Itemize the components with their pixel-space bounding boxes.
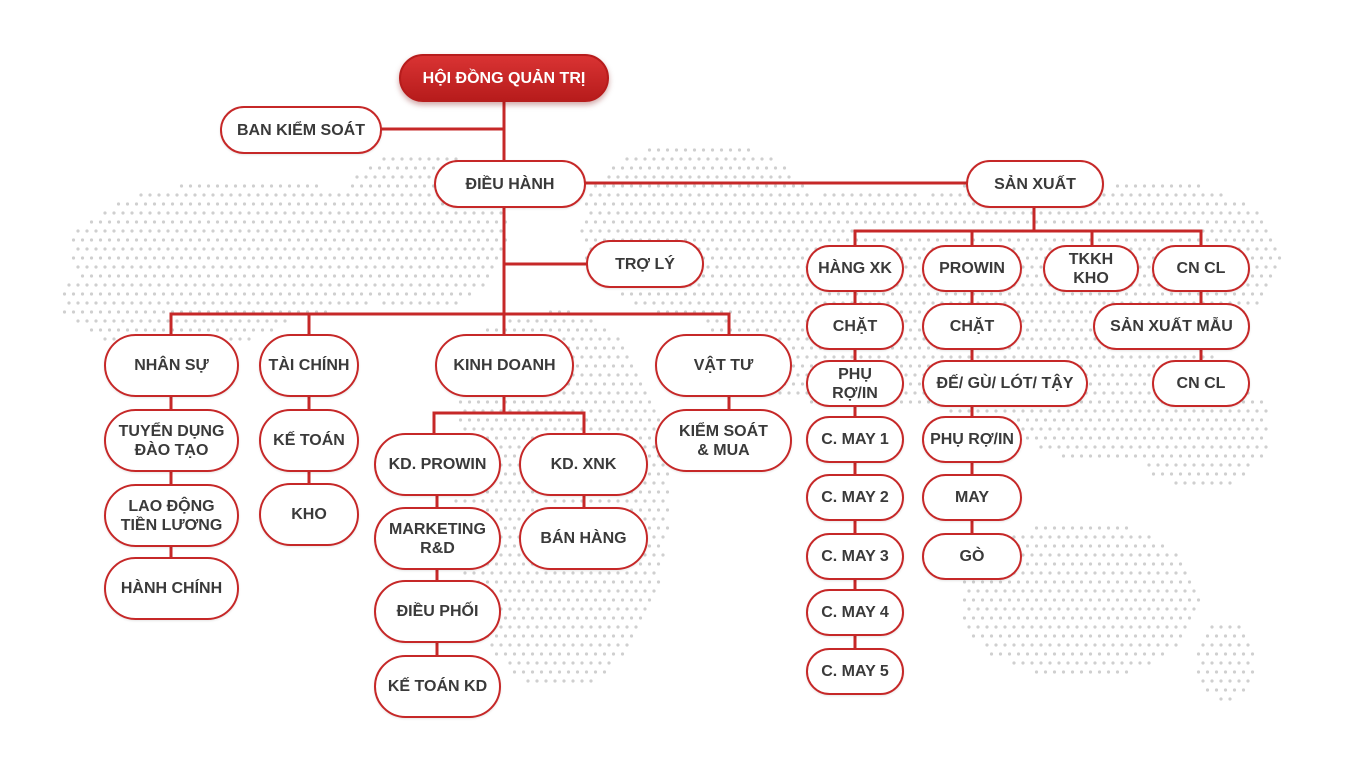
- node-kho: KHO: [259, 483, 359, 546]
- node-kinh-doanh: KINH DOANH: [435, 334, 574, 397]
- node-hang-xk: HÀNG XK: [806, 245, 904, 292]
- node-c-may-2: C. MAY 2: [806, 474, 904, 521]
- node-tai-chinh: TÀI CHÍNH: [259, 334, 359, 397]
- node-san-xuat-mau: SẢN XUẤT MẪU: [1093, 303, 1250, 350]
- node-dieu-hanh: ĐIỀU HÀNH: [434, 160, 586, 208]
- node-c-may-4: C. MAY 4: [806, 589, 904, 636]
- node-may: MAY: [922, 474, 1022, 521]
- node-kd-prowin: KD. PROWIN: [374, 433, 501, 496]
- node-ke-toan-kd: KẾ TOÁN KD: [374, 655, 501, 718]
- node-hanh-chinh: HÀNH CHÍNH: [104, 557, 239, 620]
- node-vat-tu: VẬT TƯ: [655, 334, 792, 397]
- node-c-may-1: C. MAY 1: [806, 416, 904, 463]
- node-go: GÒ: [922, 533, 1022, 580]
- node-marketing-rd: MARKETING R&D: [374, 507, 501, 570]
- node-nhan-su: NHÂN SỰ: [104, 334, 239, 397]
- node-lao-dong-tien-luong: LAO ĐỘNG TIỀN LƯƠNG: [104, 484, 239, 547]
- node-tuyen-dung-dao-tao: TUYỂN DỤNG ĐÀO TẠO: [104, 409, 239, 472]
- node-prowin: PROWIN: [922, 245, 1022, 292]
- node-ban-hang: BÁN HÀNG: [519, 507, 648, 570]
- node-c-may-3: C. MAY 3: [806, 533, 904, 580]
- node-kd-xnk: KD. XNK: [519, 433, 648, 496]
- node-tkkh-kho: TKKH KHO: [1043, 245, 1139, 292]
- node-kiem-soat-mua: KIỂM SOÁT & MUA: [655, 409, 792, 472]
- node-san-xuat: SẢN XUẤT: [966, 160, 1104, 208]
- node-phu-ro-in-2: PHỤ RỢ/IN: [922, 416, 1022, 463]
- node-cn-cl-1: CN CL: [1152, 245, 1250, 292]
- node-de-gu-lot-tay: ĐẾ/ GÙ/ LÓT/ TẬY: [922, 360, 1088, 407]
- node-ban-kiem-soat: BAN KIỂM SOÁT: [220, 106, 382, 154]
- node-chat-1: CHẶT: [806, 303, 904, 350]
- node-c-may-5: C. MAY 5: [806, 648, 904, 695]
- node-phu-ro-in-1: PHỤ RỢ/IN: [806, 360, 904, 407]
- node-tro-ly: TRỢ LÝ: [586, 240, 704, 288]
- node-ke-toan: KẾ TOÁN: [259, 409, 359, 472]
- node-hoi-dong-quan-tri: HỘI ĐỒNG QUẢN TRỊ: [399, 54, 609, 102]
- node-cn-cl-2: CN CL: [1152, 360, 1250, 407]
- node-dieu-phoi: ĐIỀU PHỐI: [374, 580, 501, 643]
- node-chat-2: CHẶT: [922, 303, 1022, 350]
